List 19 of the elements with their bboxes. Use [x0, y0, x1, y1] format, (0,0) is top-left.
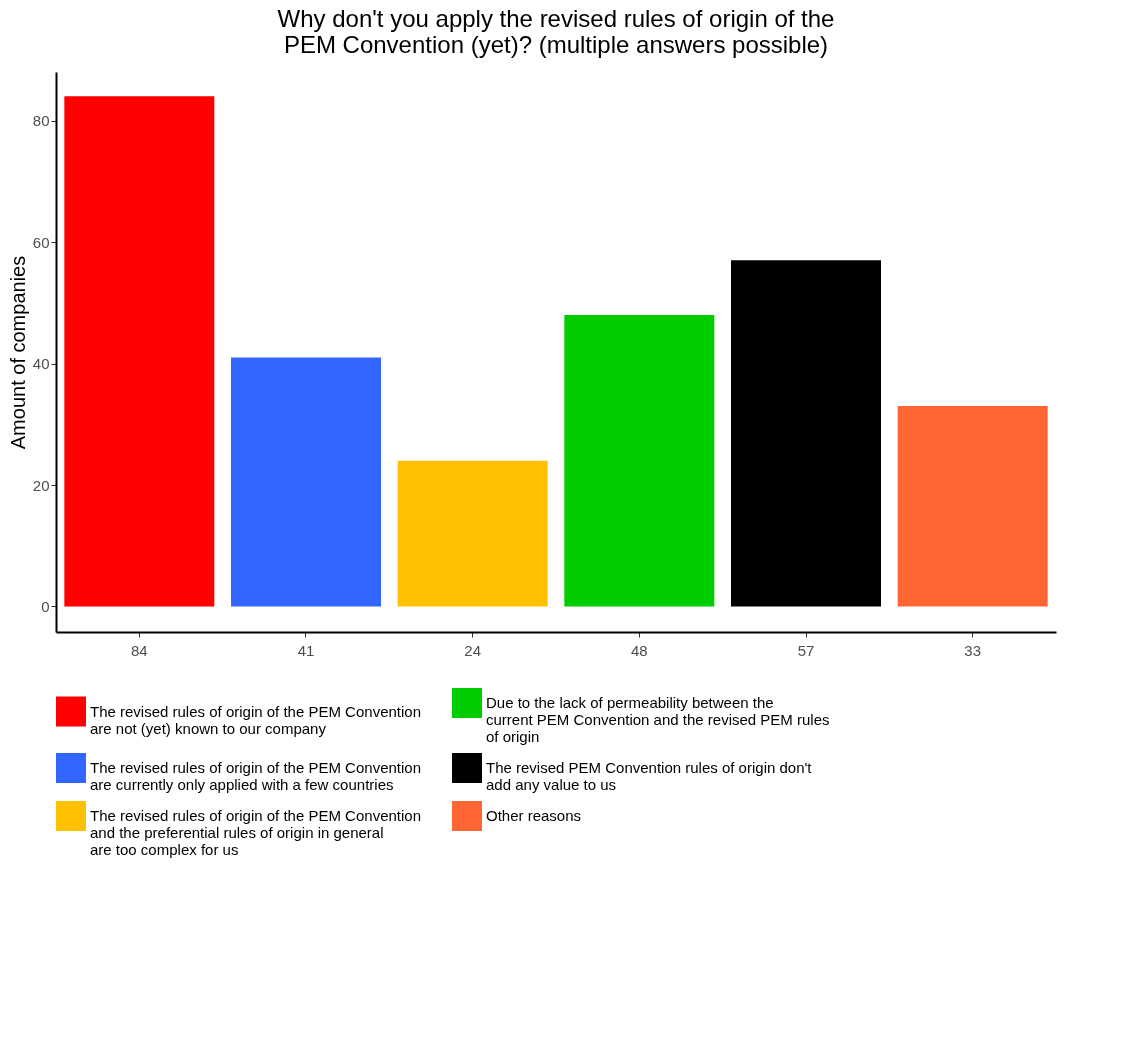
chart-title: Why don't you apply the revised rules of origin of the PEM Convention (yet)? (multiple answers possible) [277, 5, 835, 58]
legend-label: The revised rules of origin of the PEM Convention are currently only applied with a few countries [90, 759, 422, 793]
x-tick-label: 84 [130, 641, 148, 659]
x-tick-label: 24 [464, 641, 482, 659]
y-tick-label: 20 [32, 476, 50, 494]
x-tick-label: 48 [630, 641, 648, 659]
x-tick-label: 33 [964, 641, 982, 659]
legend-label: Other reasons [486, 807, 582, 824]
legend-label: The revised rules of origin of the PEM Convention are not (yet) known to our company [90, 702, 422, 737]
y-tick-label: 0 [41, 597, 50, 615]
y-tick-label: 60 [32, 233, 50, 251]
y-tick-label: 40 [32, 355, 50, 373]
legend-label: Due to the lack of permeability between the current PEM Convention and the revised PEM rules of origin [486, 694, 830, 745]
x-tick-label: 57 [797, 641, 815, 659]
x-tick-label: 41 [297, 641, 315, 659]
legend-label: The revised PEM Convention rules of origin don't add any value to us [486, 759, 813, 793]
legend-label: The revised rules of origin of the PEM Convention and the preferential rules of origin in general are too complex for us [90, 807, 422, 858]
y-tick-label: 80 [32, 112, 50, 130]
y-axis-title: Amount of companies [6, 255, 29, 450]
